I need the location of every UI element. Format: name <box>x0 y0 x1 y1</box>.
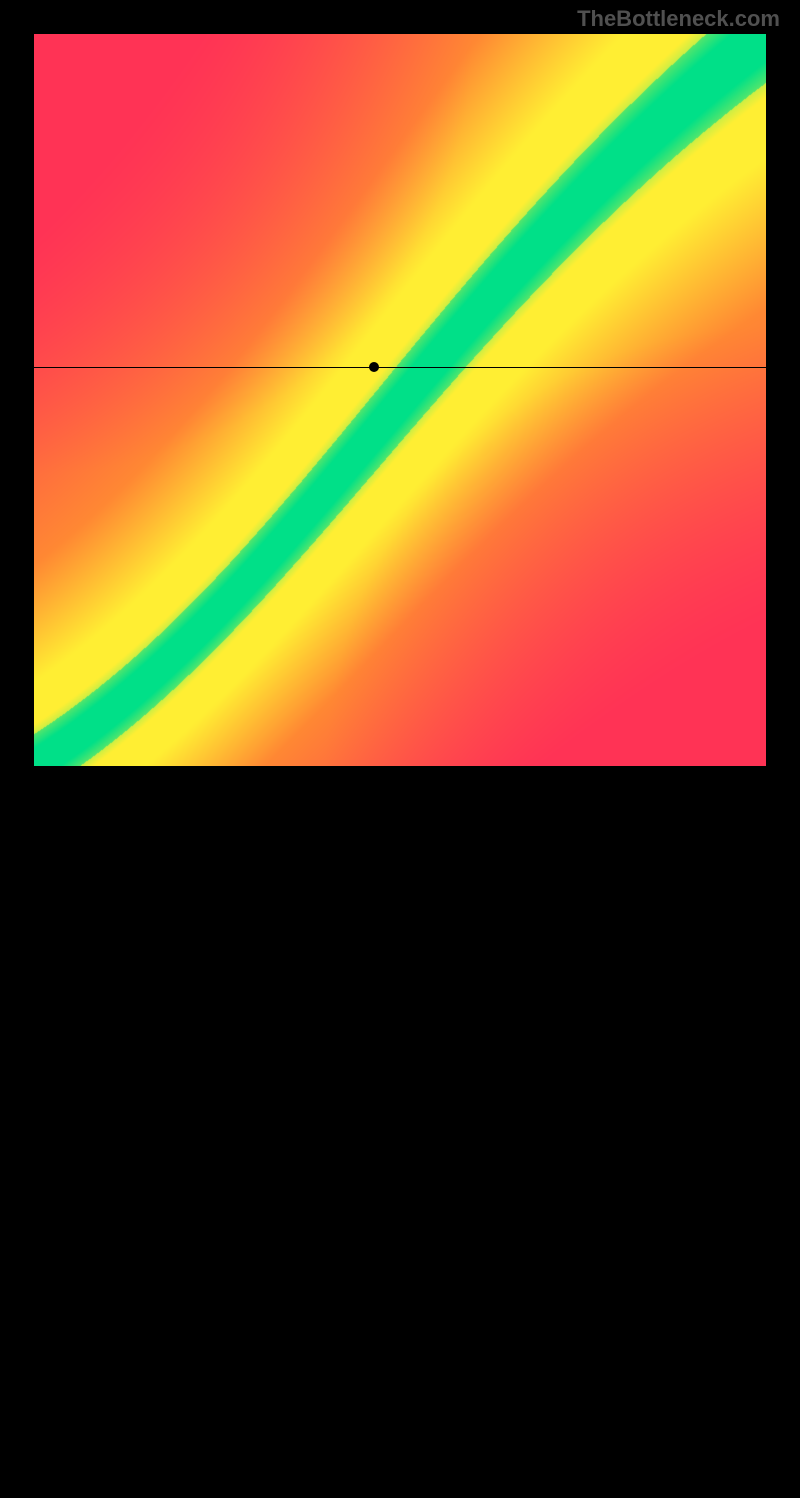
watermark-text: TheBottleneck.com <box>577 6 780 32</box>
crosshair-vertical <box>374 766 375 1498</box>
plot-area <box>34 34 766 766</box>
crosshair-horizontal <box>34 367 766 368</box>
heatmap-canvas <box>34 34 766 766</box>
crosshair-marker <box>369 362 379 372</box>
